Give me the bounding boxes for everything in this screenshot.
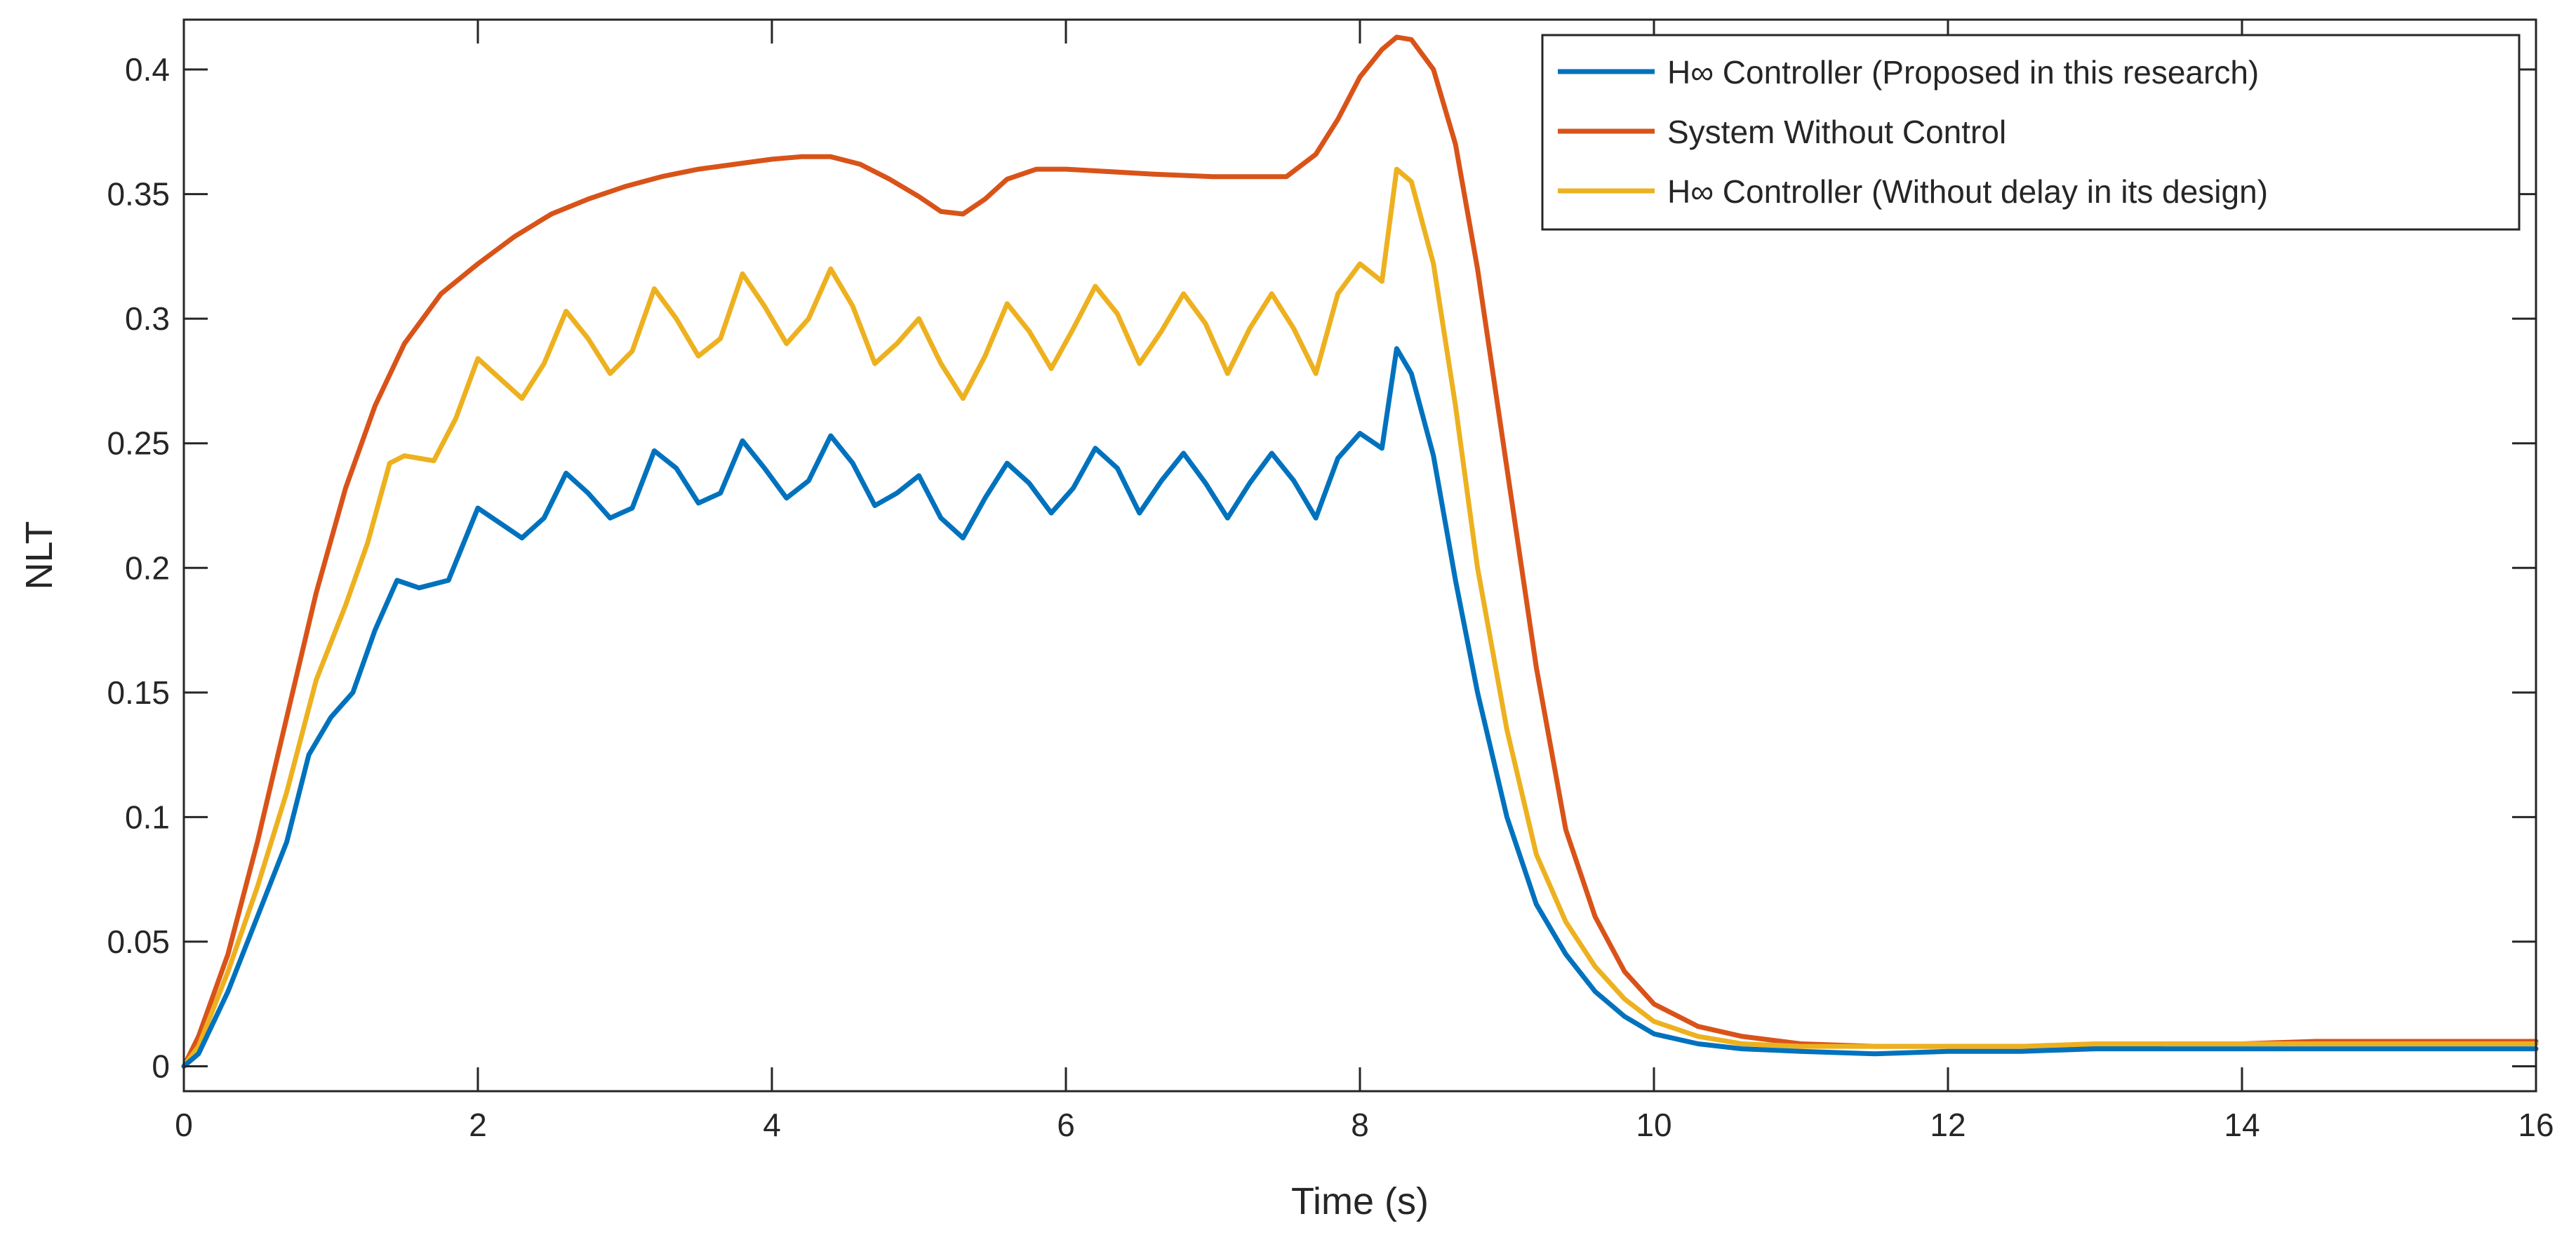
- series-layer: [181, 34, 2539, 1069]
- y-tick-label: 0.35: [107, 176, 170, 213]
- x-tick-label: 12: [1930, 1107, 1966, 1143]
- series-line-system-without-control: [181, 34, 2539, 1069]
- y-axis: 0 0.05 0.1 0.15 0.2 0.25 0.3 0.35 0.4: [107, 51, 2536, 1084]
- x-tick-label: 10: [1636, 1107, 1671, 1143]
- legend-label: H∞ Controller (Proposed in this research…: [1667, 54, 2259, 91]
- x-axis-title: Time (s): [1291, 1180, 1429, 1222]
- x-tick-label: 0: [175, 1107, 193, 1143]
- y-tick-label: 0.3: [125, 300, 170, 337]
- x-tick-label: 16: [2518, 1107, 2554, 1143]
- y-axis-title: NLT: [18, 521, 60, 589]
- legend-box: [1541, 34, 2521, 231]
- y-tick-label: 0.1: [125, 799, 170, 835]
- y-tick-label: 0.2: [125, 549, 170, 586]
- series-line-h-controller-without-delay-in-its-design: [181, 166, 2539, 1069]
- x-tick-label: 4: [763, 1107, 781, 1143]
- y-tick-label: 0.4: [125, 51, 170, 88]
- y-tick-label: 0.05: [107, 923, 170, 960]
- legend: H∞ Controller (Proposed in this research…: [1541, 34, 2521, 231]
- x-tick-label: 8: [1351, 1107, 1369, 1143]
- x-tick-label: 14: [2224, 1107, 2260, 1143]
- x-tick-label: 2: [469, 1107, 487, 1143]
- legend-label: System Without Control: [1667, 114, 2006, 150]
- series-line-h-controller-proposed-in-this-research: [181, 346, 2539, 1069]
- legend-label: H∞ Controller (Without delay in its desi…: [1667, 173, 2268, 210]
- y-tick-label: 0.25: [107, 425, 170, 462]
- x-axis: 0 2 4 6 8 10 12 14 16: [175, 20, 2554, 1143]
- x-tick-label: 6: [1057, 1107, 1075, 1143]
- y-tick-label: 0.15: [107, 674, 170, 711]
- y-tick-label: 0: [152, 1048, 170, 1084]
